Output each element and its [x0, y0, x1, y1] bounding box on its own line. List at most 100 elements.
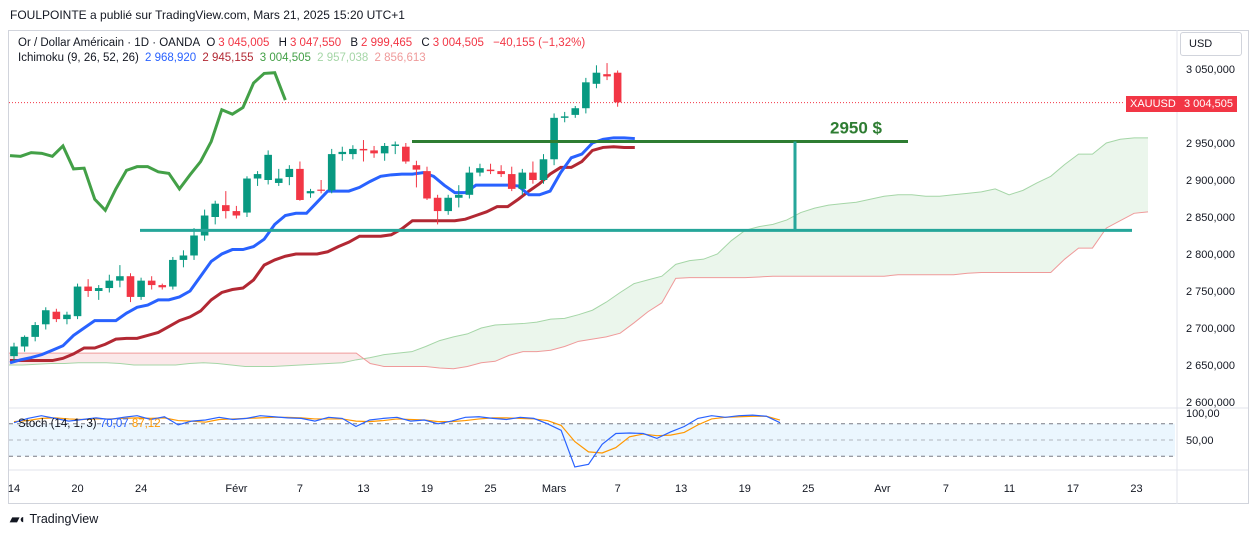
x-tick-label: 17 [1067, 483, 1079, 495]
y-tick-label: 2 650,000 [1186, 360, 1235, 372]
candle [454, 185, 463, 208]
candle [190, 228, 198, 260]
x-tick-label: 7 [943, 483, 949, 495]
candle-body [243, 178, 251, 213]
stochastic-panel [9, 414, 1175, 468]
stoch-k-line [13, 414, 781, 468]
candle [359, 140, 368, 162]
candle [94, 285, 103, 300]
candle [550, 113, 558, 166]
candle-body [20, 336, 29, 347]
x-tick-label: 24 [135, 483, 147, 495]
stoch-k-value: 70,07 [99, 418, 129, 430]
chart-frame [8, 30, 1249, 504]
candle [486, 163, 495, 175]
currency-button[interactable]: USD [1180, 32, 1242, 56]
candle-body [603, 74, 611, 77]
candle-body [232, 211, 241, 216]
x-tick-label: Mars [542, 483, 567, 495]
candle-body [52, 311, 61, 320]
symbol-name[interactable]: Or / Dollar Américain · 1D · OANDA [18, 37, 201, 49]
base-line [10, 145, 635, 363]
candle-body [285, 168, 294, 178]
candle [222, 191, 230, 219]
candle [380, 143, 389, 161]
stoch-legend: Stoch (14, 1, 3) 70,07 87,12 [18, 418, 161, 430]
candle [20, 335, 29, 352]
candle [169, 256, 177, 290]
open-number: 3 045,005 [218, 37, 270, 49]
span-b-line [9, 211, 1149, 370]
candle-body [444, 197, 452, 212]
candle-body [560, 116, 569, 118]
ichimoku-legend-row: Ichimoku (9, 26, 52, 26) 2 968,920 2 945… [18, 51, 588, 66]
candle-body [211, 203, 220, 217]
candle [179, 250, 188, 268]
candle [31, 322, 39, 342]
span-a-line [9, 137, 1148, 367]
conversion-value: 2 968,920 [145, 52, 197, 64]
candle [253, 171, 262, 186]
x-tick-label: 25 [484, 483, 496, 495]
candle [423, 166, 431, 200]
candle-body [84, 286, 92, 291]
span-a-value: 2 957,038 [317, 52, 369, 64]
ichimoku-label[interactable]: Ichimoku (9, 26, 52, 26) [18, 52, 139, 64]
open-label: O [206, 37, 216, 49]
candle-body [274, 178, 283, 183]
candle-body [592, 72, 601, 84]
candle-body [137, 280, 145, 297]
candle-body [317, 189, 325, 191]
candle-body [518, 172, 527, 189]
candle-body [529, 172, 537, 180]
x-tick-label: 25 [802, 483, 814, 495]
footer-brand[interactable]: ▰◖ TradingView [10, 512, 98, 526]
candle-body [179, 255, 188, 260]
candle-body [116, 276, 124, 281]
x-tick-label: Avr [874, 483, 891, 495]
candle-body [41, 310, 50, 325]
levels: 2950 $ [140, 119, 1132, 232]
candle [105, 274, 114, 293]
candle [274, 168, 283, 186]
candle [264, 150, 272, 185]
candle-body [10, 346, 18, 357]
level-annotation: 2950 $ [830, 119, 883, 138]
x-tick-label: 13 [675, 483, 687, 495]
candle-body [63, 314, 71, 320]
x-tick-label: 13 [357, 483, 369, 495]
stoch-d-value: 87,12 [131, 418, 161, 430]
candle-body [507, 174, 516, 189]
candle [211, 200, 220, 225]
candle [592, 65, 601, 89]
candle-body [613, 72, 622, 103]
candle [232, 205, 241, 219]
candle-body [359, 148, 368, 151]
stoch-band [9, 423, 1175, 457]
candle [349, 145, 357, 160]
candle [243, 176, 251, 217]
candle [529, 161, 537, 184]
lagging-value: 3 004,505 [259, 52, 311, 64]
x-tick-label: 23 [1130, 483, 1142, 495]
cloud-fill [9, 137, 1148, 369]
candle-body [264, 154, 272, 180]
candle [476, 163, 484, 177]
candle [317, 180, 325, 194]
change-value: −40,155 (−1,32%) [493, 37, 586, 49]
candle-body [550, 117, 558, 160]
candle-body [200, 215, 209, 236]
stoch-label[interactable]: Stoch (14, 1, 3) [18, 418, 97, 430]
candle [497, 165, 505, 178]
candle [41, 307, 50, 330]
x-tick-label: 19 [739, 483, 751, 495]
candle [518, 168, 527, 195]
candle-body [454, 194, 463, 198]
candle [63, 311, 71, 325]
candle-body [105, 280, 114, 289]
